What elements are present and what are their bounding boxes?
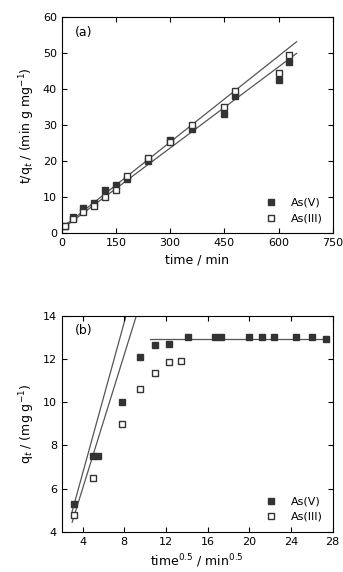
Legend: As(V), As(III): As(V), As(III) <box>255 193 327 228</box>
X-axis label: time$^{0.5}$ / min$^{0.5}$: time$^{0.5}$ / min$^{0.5}$ <box>150 553 244 570</box>
Legend: As(V), As(III): As(V), As(III) <box>255 492 327 526</box>
Text: (a): (a) <box>75 26 93 39</box>
Y-axis label: q$_t$ / (mg g$^{-1}$): q$_t$ / (mg g$^{-1}$) <box>17 384 37 464</box>
Y-axis label: t/q$_t$ / (min g mg$^{-1}$): t/q$_t$ / (min g mg$^{-1}$) <box>17 67 37 184</box>
Text: (b): (b) <box>75 324 93 337</box>
X-axis label: time / min: time / min <box>165 254 229 267</box>
